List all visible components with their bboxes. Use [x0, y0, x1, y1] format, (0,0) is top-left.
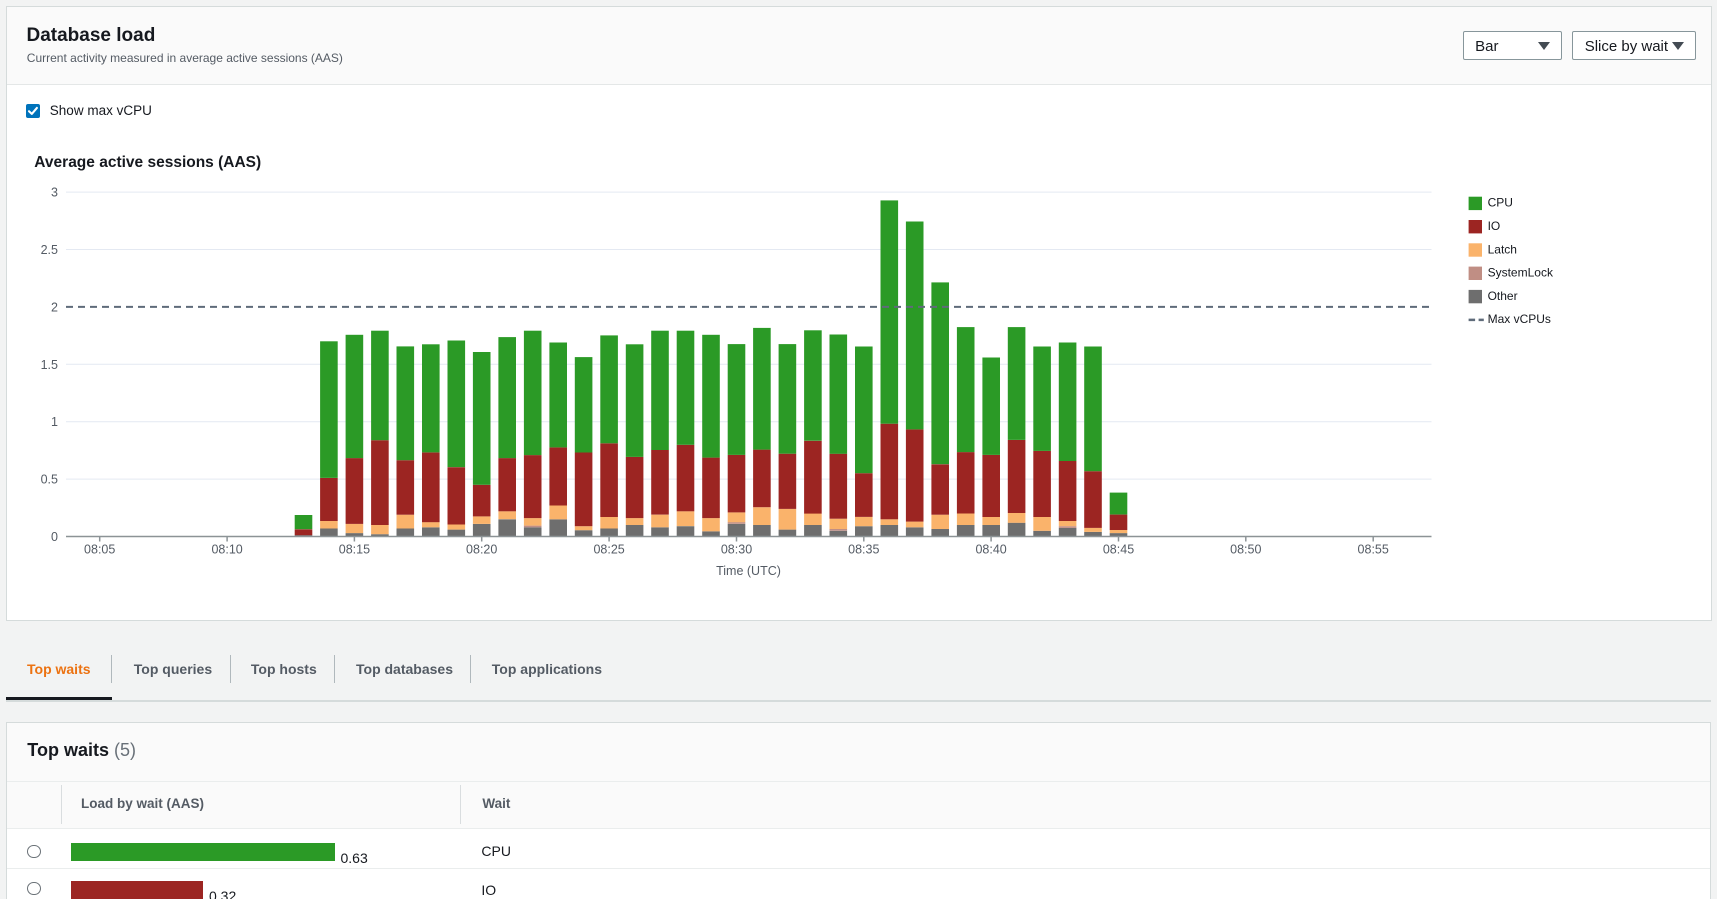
svg-text:0.5: 0.5 — [41, 473, 58, 487]
svg-text:08:15: 08:15 — [339, 543, 370, 557]
svg-text:08:45: 08:45 — [1103, 543, 1134, 557]
svg-text:08:55: 08:55 — [1358, 543, 1389, 557]
svg-text:1: 1 — [51, 415, 58, 429]
svg-text:08:05: 08:05 — [84, 543, 115, 557]
svg-text:Time (UTC): Time (UTC) — [716, 564, 781, 578]
svg-text:SystemLock: SystemLock — [1488, 266, 1554, 280]
svg-text:2: 2 — [51, 300, 58, 314]
svg-text:Latch: Latch — [1488, 242, 1517, 256]
svg-text:Other: Other — [1488, 289, 1518, 303]
svg-text:2.5: 2.5 — [41, 243, 58, 257]
svg-text:08:30: 08:30 — [721, 543, 752, 557]
svg-text:08:10: 08:10 — [211, 543, 242, 557]
svg-text:08:25: 08:25 — [593, 543, 624, 557]
svg-text:1.5: 1.5 — [41, 358, 58, 372]
svg-text:08:40: 08:40 — [975, 543, 1006, 557]
svg-text:08:20: 08:20 — [466, 543, 497, 557]
svg-text:08:50: 08:50 — [1230, 543, 1261, 557]
svg-text:Max vCPUs: Max vCPUs — [1488, 312, 1551, 326]
svg-text:08:35: 08:35 — [848, 543, 879, 557]
svg-text:CPU: CPU — [1488, 196, 1513, 210]
svg-text:IO: IO — [1488, 219, 1501, 233]
svg-text:3: 3 — [51, 186, 58, 200]
svg-text:0: 0 — [51, 530, 58, 544]
